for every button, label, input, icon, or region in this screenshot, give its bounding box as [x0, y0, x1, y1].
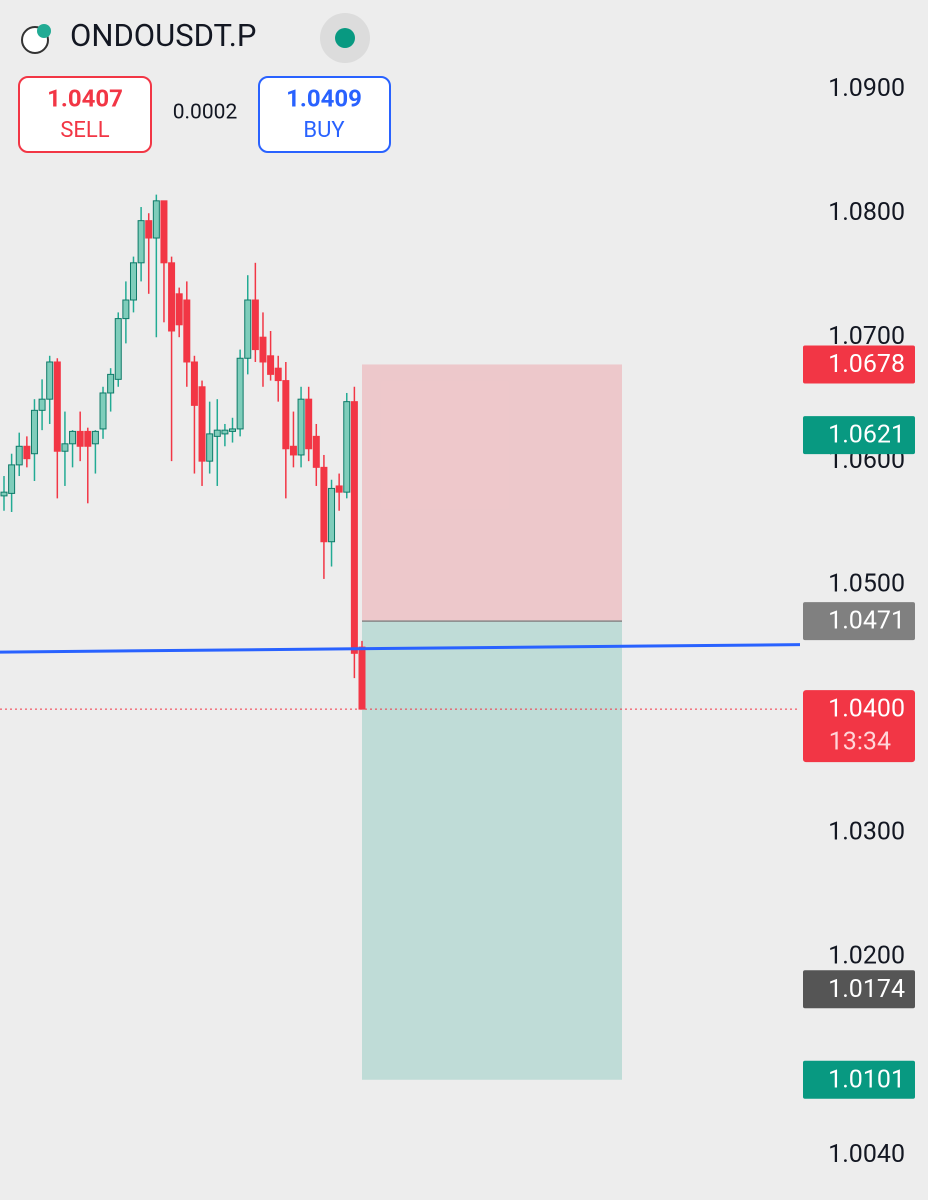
candle-body [320, 466, 328, 543]
candle-body [244, 299, 252, 359]
sell-price: 1.0407 [47, 84, 123, 112]
candle-body [282, 380, 290, 450]
candle-body [343, 401, 351, 493]
candle-body [145, 220, 153, 239]
candle-body [168, 262, 176, 332]
sell-button[interactable] [18, 76, 152, 153]
candle-body [190, 361, 198, 406]
buy-label: BUY [303, 118, 345, 143]
price-label-box [803, 345, 915, 384]
price-label-box [803, 416, 915, 455]
candle-body [107, 373, 115, 394]
candle-body [84, 430, 92, 447]
candle-body [251, 299, 259, 351]
candle-body [206, 433, 214, 462]
candle-body [91, 430, 99, 445]
candle-body [69, 430, 77, 445]
price-label-box [803, 1060, 915, 1099]
candle-body [221, 429, 229, 435]
candle-body [15, 445, 23, 466]
candle-body [297, 398, 305, 456]
sell-label: SELL [60, 118, 109, 143]
candle-body [259, 336, 267, 363]
candle-body [99, 392, 107, 430]
candle-body [30, 409, 38, 455]
price-label: 1.0471 [828, 607, 905, 636]
candle-body [122, 299, 130, 320]
candle-body [152, 200, 160, 239]
price-label: 1.0621 [828, 421, 905, 450]
symbol-logo-badge [37, 24, 51, 38]
candle-body [160, 200, 168, 264]
candle-body [229, 428, 237, 432]
candle-body [350, 401, 358, 654]
y-tick-label: 1.0500 [828, 570, 905, 599]
price-label-box [803, 970, 915, 1009]
candle-body [289, 445, 297, 456]
stop-zone[interactable] [362, 364, 622, 622]
price-label: 1.0174 [828, 975, 905, 1004]
candle-body [8, 464, 16, 494]
target-zone[interactable] [362, 621, 622, 1080]
candle-body [61, 443, 69, 452]
candle-body [46, 361, 54, 400]
candle-body [53, 361, 61, 452]
candle-body [175, 293, 183, 326]
y-tick-label: 1.0900 [828, 74, 905, 103]
candle-body [76, 430, 84, 447]
buy-price: 1.0409 [286, 84, 362, 112]
price-label: 1.0101 [828, 1065, 905, 1094]
y-tick-label: 1.0300 [828, 818, 905, 847]
spread: 0.0002 [173, 101, 238, 125]
candle-body [312, 435, 320, 468]
candle-body [0, 491, 8, 497]
buy-button[interactable] [258, 76, 391, 153]
candle-body [129, 262, 137, 301]
candle-body [335, 485, 343, 493]
last-price-label: 1.0400 [828, 695, 905, 724]
candle-body [23, 445, 31, 460]
y-tick-label: 1.0200 [828, 942, 905, 971]
y-tick-label: 1.0800 [828, 198, 905, 227]
last-price-box [803, 690, 915, 763]
candle-body [236, 357, 244, 430]
symbol-name[interactable]: ONDOUSDT.P [70, 17, 256, 54]
candle-body [358, 646, 366, 710]
candle-body [114, 318, 122, 380]
candle-body [305, 398, 313, 450]
market-status-dot [335, 28, 355, 48]
price-label-box [803, 602, 915, 641]
candle-body [328, 487, 336, 543]
candle-body [38, 398, 46, 411]
countdown: 13:34 [829, 728, 891, 757]
candle-body [198, 386, 206, 462]
candle-body [213, 429, 221, 437]
trend-line[interactable] [0, 643, 801, 654]
candle-body [267, 355, 275, 375]
candle-body [183, 299, 191, 363]
candle-body [137, 220, 145, 264]
candle-body [274, 367, 282, 382]
y-tick-label: 1.0040 [828, 1140, 905, 1169]
price-label: 1.0678 [828, 350, 905, 379]
